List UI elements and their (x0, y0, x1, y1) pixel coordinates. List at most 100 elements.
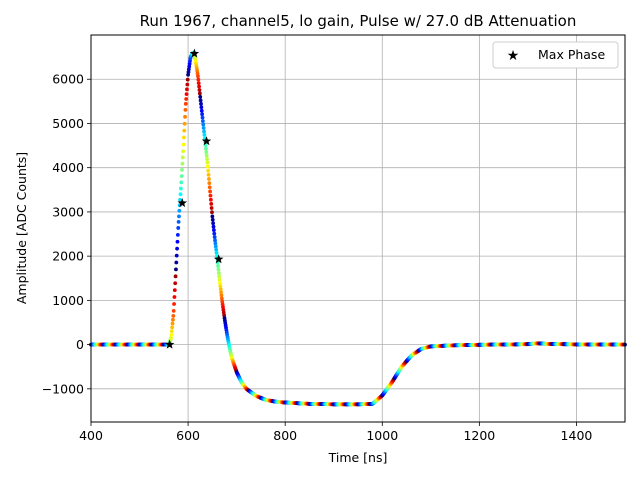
waveform-point (207, 177, 211, 181)
waveform-point (199, 101, 203, 106)
waveform-point (180, 168, 184, 172)
waveform-point (216, 264, 220, 268)
waveform-point (211, 224, 216, 229)
waveform-point (204, 153, 209, 158)
waveform-point (211, 228, 216, 233)
waveform-point (205, 157, 209, 162)
x-tick-label: 800 (273, 428, 297, 443)
x-tick-label: 600 (176, 428, 200, 443)
waveform-point (178, 197, 183, 202)
plot-area (89, 48, 627, 407)
waveform-point (199, 108, 204, 113)
waveform-point (177, 214, 181, 219)
y-tick-label: −1000 (42, 381, 84, 396)
waveform-point (195, 71, 200, 76)
waveform-point (201, 122, 206, 127)
waveform-point (213, 244, 218, 249)
waveform-point (214, 247, 219, 252)
waveform-point (221, 310, 226, 315)
waveform-point (184, 92, 189, 97)
waveform-point (218, 284, 223, 288)
y-tick-label: 2000 (52, 249, 84, 264)
waveform-point (171, 314, 176, 318)
max-phase-marker (213, 254, 224, 264)
waveform-point (185, 82, 190, 87)
waveform-point (218, 287, 223, 292)
y-tick-label: 6000 (52, 72, 84, 87)
waveform-point (210, 217, 215, 222)
waveform-point (172, 302, 176, 306)
waveform-point (208, 193, 213, 198)
waveform-point (207, 181, 212, 186)
waveform-point (200, 119, 205, 124)
waveform-point (174, 260, 179, 265)
waveform-point (184, 97, 189, 101)
waveform-point (210, 210, 214, 215)
waveform-point (202, 129, 206, 134)
waveform-point (201, 126, 206, 130)
waveform-point (177, 208, 182, 213)
axis-ticks: 400 600 800 1000 1200 1400 −1000 0 1000 2000 3000 4… (42, 72, 593, 443)
waveform-point (182, 135, 186, 140)
plot-frame (90, 34, 626, 423)
waveform-point (196, 81, 201, 85)
y-tick-label: 4000 (52, 160, 84, 175)
waveform-point (217, 277, 222, 282)
waveform-point (216, 267, 221, 272)
waveform-point (213, 238, 217, 243)
waveform-point (219, 290, 223, 295)
waveform-point (212, 235, 217, 239)
waveform-point (202, 133, 207, 137)
max-phase-marker (177, 198, 188, 208)
waveform-point (174, 253, 179, 258)
waveform-point (170, 325, 175, 330)
max-phase-marker (201, 136, 212, 146)
waveform-point (175, 232, 180, 237)
waveform-point (185, 87, 189, 92)
waveform-point (209, 202, 214, 206)
waveform-point (213, 241, 218, 246)
x-tick-label: 1200 (463, 428, 495, 443)
waveform-point (210, 214, 215, 219)
waveform-point (175, 239, 180, 244)
waveform-point (198, 95, 203, 99)
waveform-point (200, 115, 205, 120)
waveform-point (179, 180, 184, 185)
waveform-point (172, 295, 177, 299)
grid (90, 35, 625, 422)
waveform-point (204, 150, 209, 155)
waveform-point (176, 219, 181, 224)
waveform-point (172, 288, 177, 293)
waveform-point (187, 61, 192, 66)
waveform-point (176, 226, 181, 230)
waveform-point (180, 161, 185, 166)
legend-label-max-phase: Max Phase (538, 47, 605, 62)
waveform-point (219, 293, 224, 298)
y-axis-label: Amplitude [ADC Counts] (14, 152, 29, 304)
waveform-point (186, 72, 190, 77)
waveform-point (183, 101, 188, 106)
y-tick-label: 0 (76, 337, 84, 352)
waveform-point (171, 317, 175, 322)
legend-star-icon: ★ (507, 48, 520, 64)
waveform-point (180, 155, 185, 160)
waveform-point (219, 296, 224, 301)
waveform-point (207, 185, 212, 190)
waveform-point (169, 329, 174, 334)
waveform-point (199, 105, 204, 110)
waveform-point (214, 250, 219, 255)
waveform-point (200, 112, 205, 117)
waveform-point (211, 221, 216, 226)
waveform-point (204, 146, 208, 151)
max-phase-marker (164, 339, 175, 349)
waveform-point (179, 174, 184, 179)
legend-box (492, 41, 619, 69)
waveform-point (197, 88, 202, 92)
max-phase-marker (189, 48, 200, 58)
waveform-point (182, 128, 187, 133)
waveform-point (197, 84, 201, 89)
waveform-point (208, 189, 212, 194)
waveform-point (183, 108, 188, 112)
waveform-point (205, 160, 210, 165)
